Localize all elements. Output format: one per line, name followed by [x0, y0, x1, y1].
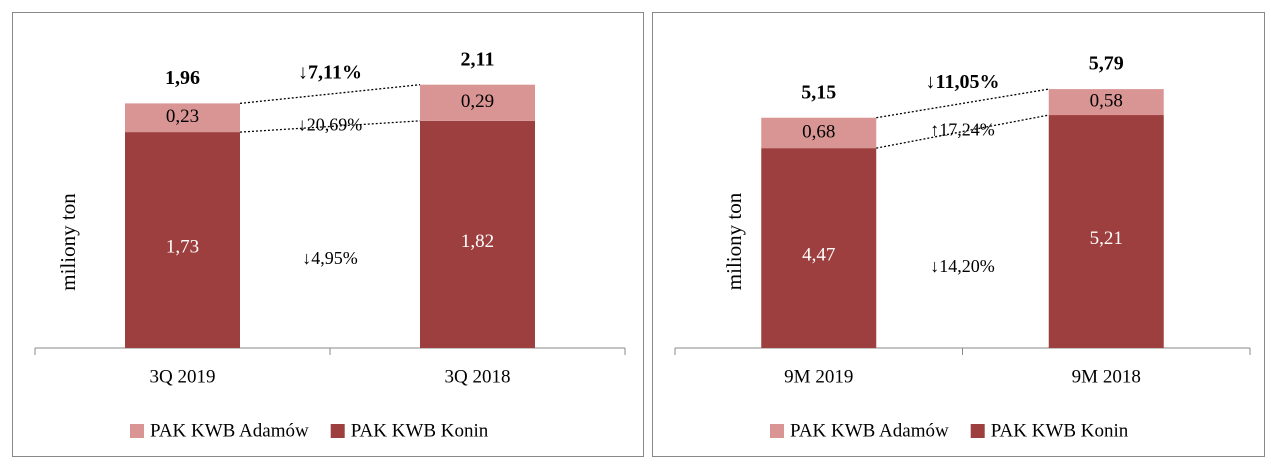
bar-segment	[420, 84, 535, 121]
legend-label: PAK KWB Konin	[991, 420, 1129, 441]
change-annotation: ↓7,11%	[298, 62, 362, 84]
legend-label: PAK KWB Adamów	[790, 420, 949, 441]
bar-segment	[761, 148, 877, 348]
total-label: 5,15	[801, 81, 836, 103]
value-label: 1,82	[461, 231, 494, 252]
x-tick-label: 3Q 2019	[150, 366, 216, 387]
total-label: 5,79	[1089, 53, 1124, 75]
legend-swatch	[330, 424, 345, 438]
bar-segment	[125, 103, 240, 133]
connector	[876, 114, 1049, 149]
bar-segment	[1048, 89, 1164, 116]
value-label: 1,73	[166, 236, 199, 257]
legend-swatch	[970, 424, 985, 438]
x-tick-label: 3Q 2018	[445, 366, 511, 387]
value-label: 0,23	[166, 106, 199, 127]
total-label: 2,11	[461, 48, 495, 70]
value-label: 4,47	[802, 244, 835, 265]
total-label: 1,96	[165, 67, 200, 89]
bar-segment	[420, 120, 535, 348]
x-tick-label: 9M 2019	[784, 366, 853, 387]
change-annotation: ↓4,95%	[302, 248, 358, 268]
change-annotation: ↓14,20%	[930, 256, 995, 276]
bar-segment	[1048, 115, 1164, 348]
value-label: 5,21	[1090, 228, 1123, 249]
legend-swatch	[130, 424, 144, 438]
connector	[239, 84, 421, 105]
bar-segment	[761, 117, 877, 149]
value-label: 0,58	[1090, 90, 1123, 111]
change-annotation: ↓11,05%	[926, 71, 1000, 93]
change-annotation: ↑17,24%	[930, 120, 995, 140]
y-axis-label: miliony ton	[56, 193, 80, 291]
value-label: 0,68	[802, 121, 835, 142]
bar-segment	[125, 132, 240, 348]
y-axis-label: miliony ton	[722, 192, 746, 290]
value-label: 0,29	[461, 91, 494, 112]
x-tick-label: 9M 2018	[1072, 366, 1141, 387]
change-annotation: ↓20,69%	[298, 115, 363, 135]
panel-border	[12, 12, 644, 457]
legend-swatch	[770, 424, 784, 438]
connector	[876, 88, 1049, 119]
panel-border	[652, 12, 1265, 457]
legend-label: PAK KWB Konin	[351, 420, 489, 441]
legend-label: PAK KWB Adamów	[150, 420, 309, 441]
